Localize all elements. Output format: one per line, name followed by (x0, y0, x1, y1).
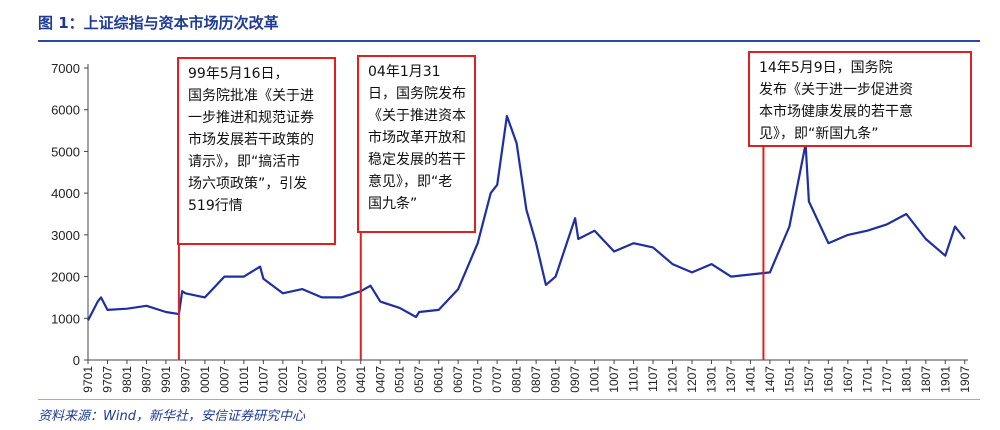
x-tick-label: 1607 (841, 366, 855, 393)
x-tick-label: 1907 (958, 366, 972, 393)
x-tick-label: 0701 (471, 366, 485, 393)
y-tick-label: 4000 (51, 186, 80, 201)
x-tick-label: 0307 (334, 366, 348, 393)
x-tick-label: 0301 (315, 366, 329, 393)
y-tick-label: 7000 (51, 61, 80, 76)
x-tick-label: 0107 (256, 366, 270, 393)
x-tick-label: 1707 (880, 366, 894, 393)
x-tick-label: 9807 (139, 366, 153, 393)
x-tick-label: 0507 (412, 366, 426, 393)
y-tick-label: 6000 (51, 103, 80, 118)
source-divider (38, 399, 980, 400)
x-tick-label: 1101 (627, 366, 641, 392)
annotation-box (177, 57, 336, 245)
x-tick-label: 0207 (295, 366, 309, 393)
annotation-box (748, 51, 972, 147)
x-tick-label: 1007 (607, 366, 621, 393)
x-tick-label: 0607 (451, 366, 465, 393)
x-tick-label: 0601 (432, 366, 446, 393)
y-tick-label: 0 (73, 353, 80, 368)
x-tick-label: 0501 (393, 366, 407, 393)
y-tick-label: 2000 (51, 270, 80, 285)
x-tick-label: 9707 (100, 366, 114, 393)
x-tick-label: 0907 (568, 366, 582, 393)
annotation-box (357, 55, 476, 233)
x-tick-label: 0007 (217, 366, 231, 393)
x-tick-label: 0401 (354, 366, 368, 393)
y-tick-label: 5000 (51, 144, 80, 159)
x-tick-label: 9907 (178, 366, 192, 393)
source-note: 资料来源：Wind，新华社，安信证券研究中心 (38, 409, 305, 424)
figure-title: 图 1：上证综指与资本市场历次改革 (38, 14, 279, 32)
x-tick-label: 1901 (938, 366, 952, 393)
x-tick-label: 1201 (666, 366, 680, 393)
y-tick-label: 3000 (51, 228, 80, 243)
x-tick-label: 0201 (276, 366, 290, 393)
annotation-text: 14年5月9日，国务院发布《关于进一步促进资本市场健康发展的若干意见》，即“新国… (759, 60, 913, 142)
x-tick-label: 9901 (159, 366, 173, 393)
x-tick-label: 1401 (743, 366, 757, 393)
x-tick-label: 0901 (549, 366, 563, 393)
x-tick-label: 1307 (724, 366, 738, 393)
x-tick-label: 1107 (646, 366, 660, 392)
title-divider (38, 40, 980, 42)
x-tick-label: 0001 (198, 366, 212, 393)
x-tick-label: 1001 (588, 366, 602, 393)
x-tick-label: 0707 (490, 366, 504, 393)
x-tick-label: 1507 (802, 366, 816, 393)
x-tick-label: 9801 (120, 366, 134, 393)
x-tick-label: 1807 (919, 366, 933, 393)
x-tick-label: 9701 (81, 366, 95, 393)
x-tick-label: 0807 (529, 366, 543, 393)
x-tick-label: 1501 (782, 366, 796, 393)
y-tick-label: 1000 (51, 311, 80, 326)
x-tick-label: 1801 (899, 366, 913, 393)
x-tick-label: 1701 (860, 366, 874, 393)
annotation-text: 99年5月16日，国务院批准《关于进一步推进和规范证券市场发展若干政策的请示》，… (188, 66, 314, 214)
x-tick-label: 1601 (821, 366, 835, 393)
x-tick-label: 0101 (237, 366, 251, 393)
x-tick-label: 0801 (510, 366, 524, 393)
x-tick-label: 1407 (763, 366, 777, 393)
x-tick-label: 1207 (685, 366, 699, 393)
x-tick-label: 1301 (704, 366, 718, 393)
annotation-text: 04年1月31 日，国务院发布《关于推进资本市场改革开放和稳定发展的若干意见》，即… (368, 64, 466, 212)
x-tick-label: 0407 (373, 366, 387, 393)
index-series-line (87, 114, 966, 321)
